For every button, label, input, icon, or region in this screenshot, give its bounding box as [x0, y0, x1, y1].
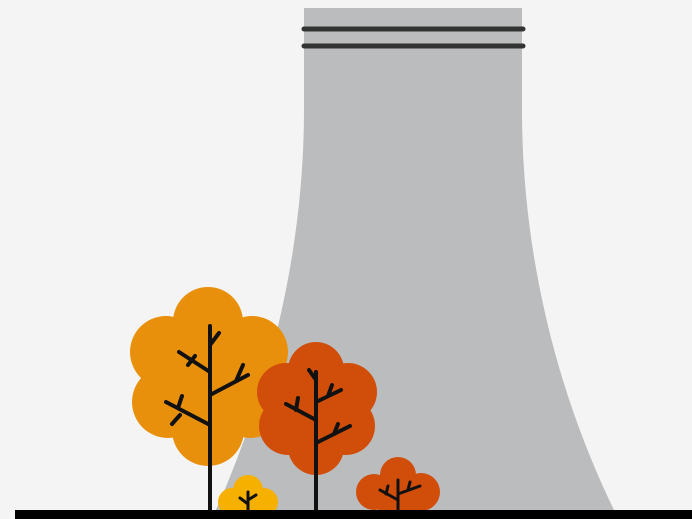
illustration [0, 0, 692, 519]
page [0, 0, 692, 519]
ground [15, 510, 692, 519]
